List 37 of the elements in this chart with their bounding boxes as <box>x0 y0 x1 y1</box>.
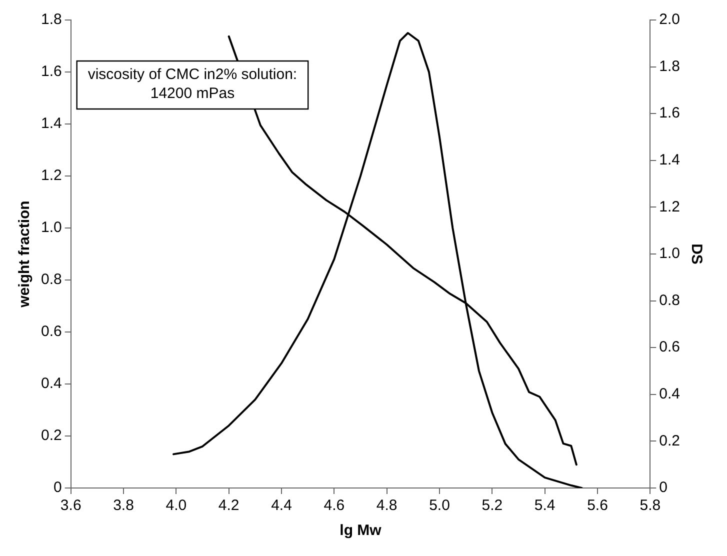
y2-tick-label: 1.6 <box>659 104 680 122</box>
y2-tick-label: 0.4 <box>659 386 680 403</box>
x-tick-label: 4.4 <box>271 497 292 514</box>
x-tick-label: 5.8 <box>640 497 661 514</box>
x-tick-label: 5.6 <box>587 497 608 514</box>
x-tick-label: 4.0 <box>166 497 187 514</box>
x-tick-label: 3.8 <box>113 497 134 514</box>
annotation: viscosity of CMC in2% solution: 14200 mPas <box>88 66 298 102</box>
y-tick-label: 0.8 <box>40 271 62 288</box>
y-tick-label: 1.0 <box>40 219 62 236</box>
y-tick-label: 0 <box>54 479 62 496</box>
x-tick-label: 4.2 <box>218 497 240 514</box>
y2-tick-label: 0.8 <box>659 292 680 309</box>
y2-tick-label: 0.6 <box>659 338 680 356</box>
y2-axis-title: DS <box>688 244 705 264</box>
y2-tick-label: 1.4 <box>659 152 680 169</box>
x-tick-label: 3.6 <box>60 497 82 514</box>
y-tick-label: 1.8 <box>40 11 62 28</box>
x-axis-title: lg Mw <box>340 522 382 540</box>
y-tick-label: 0.2 <box>40 427 62 444</box>
y2-tick-label: 0.2 <box>659 432 680 450</box>
x-tick-label: 5.0 <box>429 497 450 514</box>
y-axis-title: weight fraction <box>16 200 34 308</box>
x-tick-label: 4.6 <box>324 497 345 514</box>
y-tick-label: 0.6 <box>40 323 62 340</box>
y2-tick-label: 1.0 <box>659 245 680 262</box>
y-tick-label: 1.6 <box>40 63 62 80</box>
y2-tick-label: 2.0 <box>659 11 680 28</box>
y-tick-label: 1.2 <box>40 167 62 184</box>
y2-tick-label: 1.2 <box>659 198 680 216</box>
y2-tick-label: 1.8 <box>659 58 680 75</box>
y-tick-label: 1.4 <box>40 115 62 132</box>
y-tick-label: 0.4 <box>40 375 62 392</box>
x-tick-label: 5.2 <box>482 497 503 514</box>
x-tick-label: 4.8 <box>376 497 398 514</box>
x-tick-label: 5.4 <box>534 497 556 514</box>
y2-tick-label: 0 <box>659 479 668 496</box>
